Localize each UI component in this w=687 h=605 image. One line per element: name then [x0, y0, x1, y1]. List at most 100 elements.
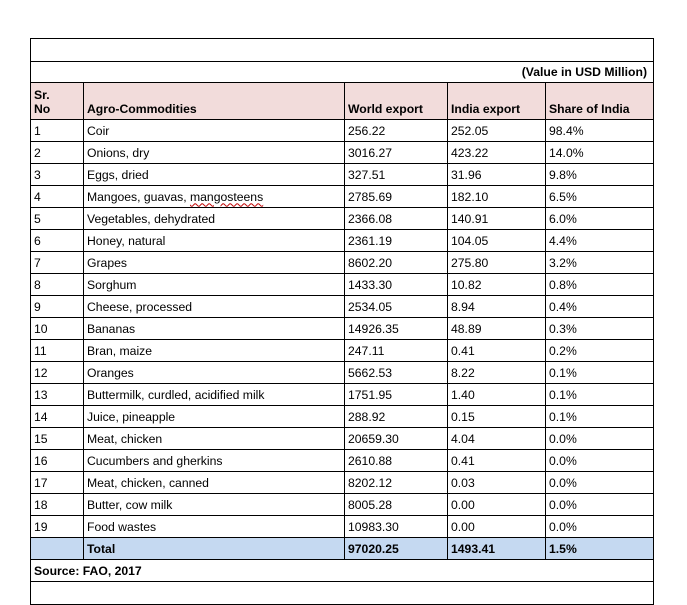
commodity-text: Cucumbers and gherkins: [87, 453, 223, 468]
total-world-export: 97020.25: [344, 537, 448, 560]
row-sr-no: 5: [30, 207, 84, 230]
row-commodity: Food wastes: [83, 515, 345, 538]
commodity-text: Meat, chicken: [87, 431, 163, 446]
header-commodity: Agro-Commodities: [83, 82, 345, 120]
total-india-export: 1493.41: [447, 537, 546, 560]
header-sr-no: Sr. No: [30, 82, 84, 120]
commodity-text: Mangoes, guavas,: [87, 189, 190, 204]
row-world-export: 2366.08: [344, 207, 448, 230]
commodity-text: Food wastes: [87, 519, 157, 534]
row-commodity: Cheese, processed: [83, 295, 345, 318]
row-world-export: 247.11: [344, 339, 448, 362]
table-row: 5 Vegetables, dehydrated 2366.08 140.91 6.0%: [30, 207, 655, 230]
row-sr-no: 2: [30, 141, 84, 164]
commodity-text: Buttermilk, curdled, acidified milk: [87, 387, 265, 402]
row-sr-no: 10: [30, 317, 84, 340]
total-label: Total: [83, 537, 345, 560]
row-india-export: 140.91: [447, 207, 546, 230]
table-row: 8 Sorghum 1433.30 10.82 0.8%: [30, 273, 655, 296]
row-india-export: 8.22: [447, 361, 546, 384]
table-row: 4 Mangoes, guavas, mangosteens 2785.69 182.…: [30, 185, 655, 208]
row-world-export: 8202.12: [344, 471, 448, 494]
blank-bottom-row: [29, 581, 655, 605]
row-commodity: Meat, chicken, canned: [83, 471, 345, 494]
header-row: Sr. No Agro-Commodities World export Indi…: [30, 82, 655, 120]
row-sr-no: 6: [30, 229, 84, 252]
row-commodity: Juice, pineapple: [83, 405, 345, 428]
row-commodity: Meat, chicken: [83, 427, 345, 450]
row-sr-no: 16: [30, 449, 84, 472]
commodity-text: Grapes: [87, 255, 127, 270]
row-commodity: Mangoes, guavas, mangosteens: [83, 185, 345, 208]
commodity-text: Juice, pineapple: [87, 409, 176, 424]
commodity-text: Honey, natural: [87, 233, 166, 248]
row-world-export: 327.51: [344, 163, 448, 186]
row-sr-no: 13: [30, 383, 84, 406]
source-row: Source: FAO, 2017: [29, 559, 655, 582]
row-sr-no: 3: [30, 163, 84, 186]
row-sr-no: 15: [30, 427, 84, 450]
table-row: 3 Eggs, dried 327.51 31.96 9.8%: [30, 163, 655, 186]
row-commodity: Oranges: [83, 361, 345, 384]
row-share-of-india: 9.8%: [544, 163, 655, 186]
row-world-export: 2534.05: [344, 295, 448, 318]
agro-export-table: (Value in USD Million) Sr. No Agro-Commod…: [29, 38, 655, 605]
row-commodity: Bananas: [83, 317, 345, 340]
row-india-export: 0.03: [447, 471, 546, 494]
row-share-of-india: 0.3%: [544, 317, 655, 340]
row-share-of-india: 0.2%: [544, 339, 655, 362]
row-commodity: Buttermilk, curdled, acidified milk: [83, 383, 345, 406]
commodity-text: Eggs, dried: [87, 167, 149, 182]
row-commodity: Sorghum: [83, 273, 345, 296]
row-india-export: 423.22: [447, 141, 546, 164]
row-share-of-india: 4.4%: [544, 229, 655, 252]
commodity-text-spellcheck: mangosteens: [189, 189, 264, 204]
row-sr-no: 14: [30, 405, 84, 428]
row-sr-no: 19: [30, 515, 84, 538]
export-table-container: (Value in USD Million) Sr. No Agro-Commod…: [29, 38, 655, 605]
row-india-export: 10.82: [447, 273, 546, 296]
table-row: 1 Coir 256.22 252.05 98.4%: [30, 119, 655, 142]
total-share-of-india: 1.5%: [544, 537, 655, 560]
row-world-export: 256.22: [344, 119, 448, 142]
commodity-text: Butter, cow milk: [87, 497, 173, 512]
row-world-export: 8005.28: [344, 493, 448, 516]
row-india-export: 0.00: [447, 515, 546, 538]
unit-note: (Value in USD Million): [29, 61, 655, 83]
row-india-export: 252.05: [447, 119, 546, 142]
row-share-of-india: 0.0%: [544, 471, 655, 494]
row-world-export: 1433.30: [344, 273, 448, 296]
row-world-export: 5662.53: [344, 361, 448, 384]
commodity-text: Sorghum: [87, 277, 137, 292]
blank-cell: [29, 581, 655, 605]
row-commodity: Honey, natural: [83, 229, 345, 252]
row-sr-no: 8: [30, 273, 84, 296]
table-row: 15 Meat, chicken 20659.30 4.04 0.0%: [30, 427, 655, 450]
row-world-export: 2361.19: [344, 229, 448, 252]
table-row: 10 Bananas 14926.35 48.89 0.3%: [30, 317, 655, 340]
row-world-export: 2785.69: [344, 185, 448, 208]
row-india-export: 8.94: [447, 295, 546, 318]
row-india-export: 31.96: [447, 163, 546, 186]
table-row: 14 Juice, pineapple 288.92 0.15 0.1%: [30, 405, 655, 428]
total-row: Total 97020.25 1493.41 1.5%: [30, 537, 655, 560]
commodity-text: Bananas: [87, 321, 136, 336]
row-world-export: 20659.30: [344, 427, 448, 450]
commodity-text: Meat, chicken, canned: [87, 475, 209, 490]
table-row: 13 Buttermilk, curdled, acidified milk 175…: [30, 383, 655, 406]
row-world-export: 2610.88: [344, 449, 448, 472]
row-commodity: Bran, maize: [83, 339, 345, 362]
table-row: 18 Butter, cow milk 8005.28 0.00 0.0%: [30, 493, 655, 516]
row-share-of-india: 3.2%: [544, 251, 655, 274]
row-world-export: 3016.27: [344, 141, 448, 164]
commodity-text: Bran, maize: [87, 343, 153, 358]
row-world-export: 1751.95: [344, 383, 448, 406]
row-share-of-india: 0.0%: [544, 493, 655, 516]
row-share-of-india: 0.4%: [544, 295, 655, 318]
table-row: 17 Meat, chicken, canned 8202.12 0.03 0.0%: [30, 471, 655, 494]
row-india-export: 104.05: [447, 229, 546, 252]
unit-note-row: (Value in USD Million): [29, 61, 655, 83]
row-india-export: 0.41: [447, 339, 546, 362]
header-world-export: World export: [344, 82, 448, 120]
row-share-of-india: 0.1%: [544, 405, 655, 428]
